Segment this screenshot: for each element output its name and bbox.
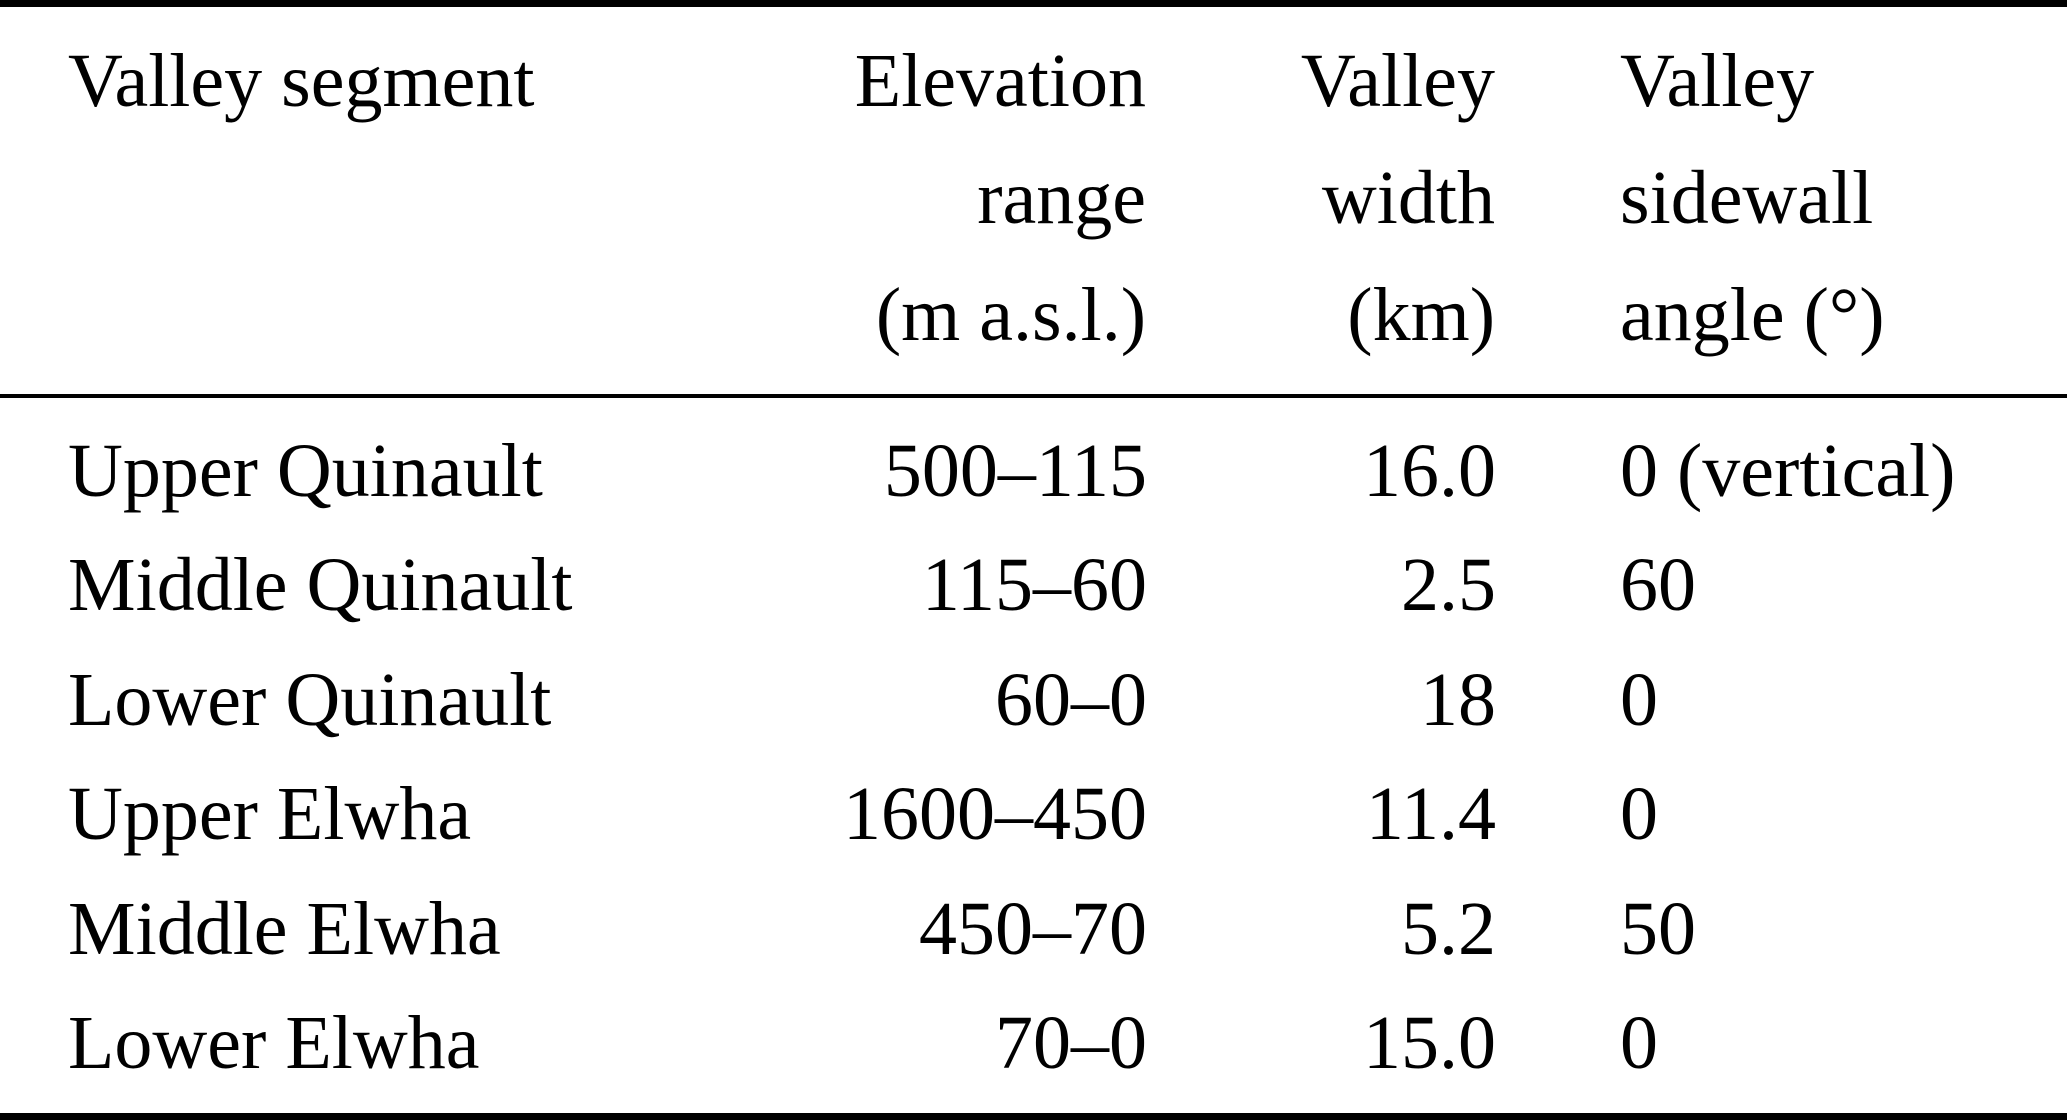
cell-valley-width: 5.2 — [1401, 886, 1496, 971]
table-row: Middle Quinault 115–60 2.5 60 — [0, 529, 2067, 643]
header-line: width — [1321, 156, 1495, 240]
header-line: range — [977, 156, 1146, 240]
header-line: Elevation — [854, 39, 1146, 123]
cell-segment: Upper Elwha — [68, 772, 472, 857]
header-line: Valley segment — [68, 39, 535, 123]
cell-segment: Upper Quinault — [68, 428, 543, 513]
cell-valley-width: 11.4 — [1365, 772, 1496, 857]
header-sidewall-angle: Valley sidewall angle (°) — [1496, 3, 2067, 398]
header-line: Valley — [1300, 39, 1495, 123]
table-header: Valley segment Elevation range (m a.s.l.… — [0, 3, 2067, 398]
header-valley-segment: Valley segment — [0, 3, 630, 398]
table-row: Lower Quinault 60–0 18 0 — [0, 643, 2067, 757]
header-valley-width: Valley width (km) — [1147, 3, 1496, 398]
cell-valley-width: 16.0 — [1363, 428, 1496, 513]
cell-elevation-range: 1600–450 — [843, 772, 1147, 857]
cell-valley-width: 2.5 — [1401, 543, 1496, 628]
cell-segment: Lower Quinault — [68, 657, 552, 742]
cell-elevation-range: 70–0 — [995, 1001, 1147, 1086]
cell-sidewall-angle: 60 — [1620, 543, 1696, 628]
cell-sidewall-angle: 0 — [1620, 657, 1658, 742]
table-row: Upper Quinault 500–115 16.0 0 (vertical) — [0, 396, 2067, 529]
table-body: Upper Quinault 500–115 16.0 0 (vertical)… — [0, 396, 2067, 1117]
table-row: Lower Elwha 70–0 15.0 0 — [0, 986, 2067, 1116]
header-line: sidewall — [1620, 156, 1874, 240]
cell-elevation-range: 500–115 — [883, 428, 1147, 513]
cell-sidewall-angle: 0 (vertical) — [1620, 428, 1956, 513]
cell-valley-width: 18 — [1420, 657, 1496, 742]
table-row: Upper Elwha 1600–450 11.4 0 — [0, 758, 2067, 872]
cell-sidewall-angle: 50 — [1620, 886, 1696, 971]
cell-valley-width: 15.0 — [1363, 1001, 1496, 1086]
table-row: Middle Elwha 450–70 5.2 50 — [0, 872, 2067, 986]
cell-sidewall-angle: 0 — [1620, 1001, 1658, 1086]
cell-elevation-range: 60–0 — [995, 657, 1147, 742]
cell-segment: Middle Elwha — [68, 886, 501, 971]
header-line: (km) — [1347, 273, 1495, 357]
cell-elevation-range: 450–70 — [919, 886, 1147, 971]
header-line: Valley — [1620, 39, 1815, 123]
header-elevation-range: Elevation range (m a.s.l.) — [630, 3, 1147, 398]
header-row: Valley segment Elevation range (m a.s.l.… — [0, 3, 2067, 398]
cell-elevation-range: 115–60 — [921, 543, 1147, 628]
cell-sidewall-angle: 0 — [1620, 772, 1658, 857]
header-line: (m a.s.l.) — [875, 273, 1146, 357]
cell-segment: Lower Elwha — [68, 1001, 480, 1086]
header-line: angle (°) — [1620, 273, 1885, 357]
cell-segment: Middle Quinault — [68, 543, 573, 628]
